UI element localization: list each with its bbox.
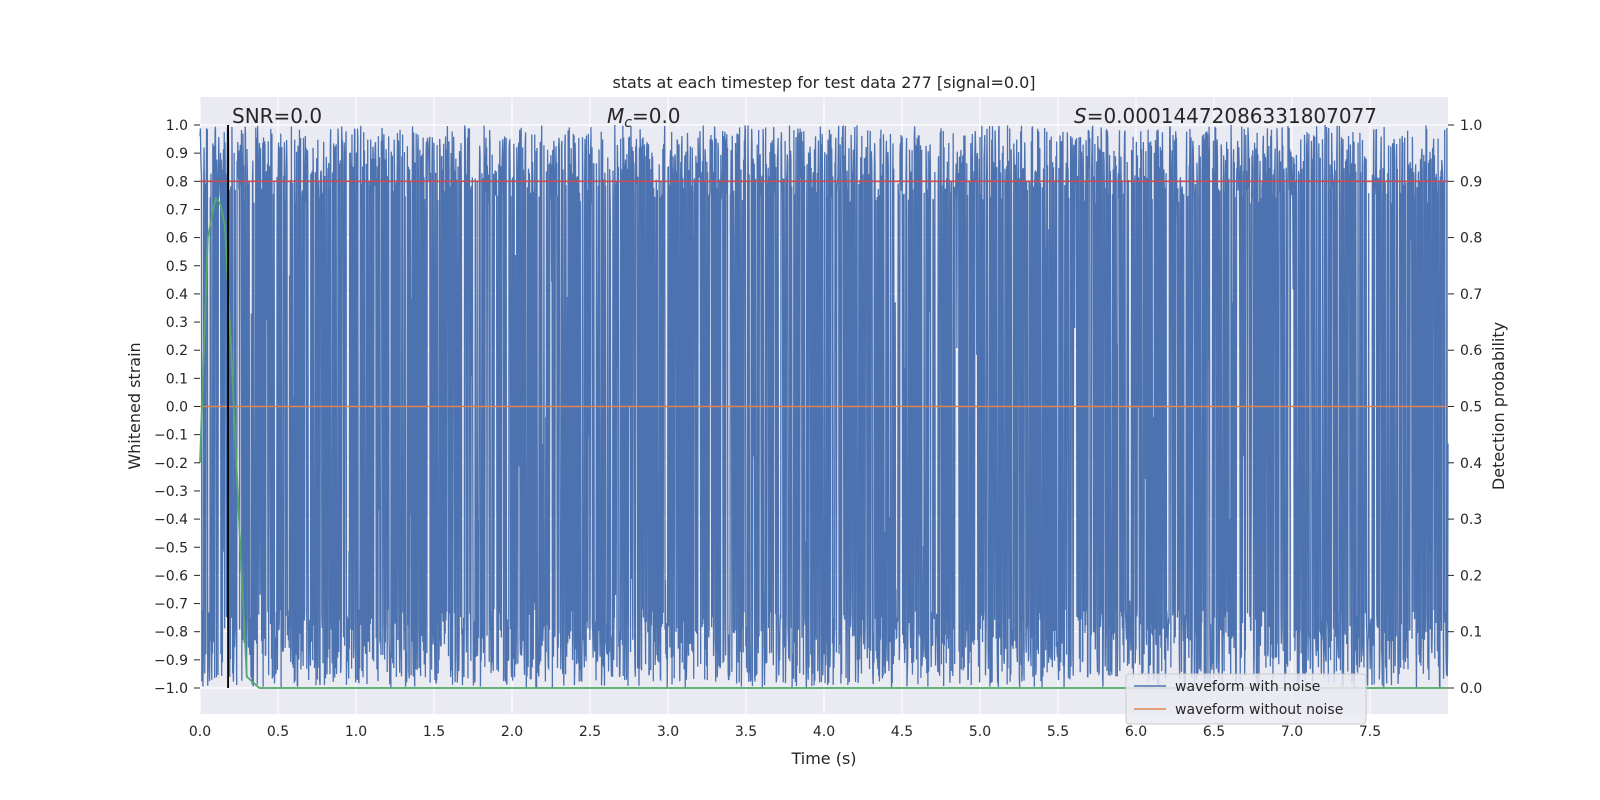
y-right-tick-label: 0.4 (1460, 456, 1482, 472)
x-tick-label: 5.0 (969, 724, 991, 740)
x-tick-label: 6.5 (1203, 724, 1225, 740)
y-right-tick-label: 0.1 (1460, 625, 1482, 641)
x-tick-label: 4.0 (813, 724, 835, 740)
y-axis-right-ticks: 1.0 0.9 0.8 0.7 0.6 0.5 0.4 0.3 0.2 0.1 0.0 (1448, 118, 1482, 697)
x-tick-label: 6.0 (1125, 724, 1147, 740)
y-left-tick-label: −0.2 (154, 456, 188, 472)
snr-annotation: SNR=0.0 (232, 104, 322, 128)
mc-value: =0.0 (632, 104, 681, 128)
x-tick-label: 1.5 (423, 724, 445, 740)
x-tick-label: 0.0 (189, 724, 211, 740)
x-tick-label: 7.5 (1359, 724, 1381, 740)
mc-annotation: Mc=0.0 (607, 104, 681, 131)
x-tick-label: 7.0 (1281, 724, 1303, 740)
x-tick-label: 3.5 (735, 724, 757, 740)
y-right-tick-label: 0.6 (1460, 343, 1482, 359)
y-left-tick-label: 0.6 (166, 231, 188, 247)
x-axis-ticks: 0.0 0.5 1.0 1.5 2.0 2.5 3.0 3.5 4.0 4.5 5.0 5.5 6.0 6… (189, 724, 1381, 740)
y-left-tick-label: −0.9 (154, 653, 188, 669)
y-axis-right-title: Detection probability (1489, 322, 1508, 490)
mc-subscript: c (624, 115, 632, 131)
y-left-tick-label: −0.8 (154, 625, 188, 641)
x-tick-label: 1.0 (345, 724, 367, 740)
legend-label-clean: waveform without noise (1175, 702, 1343, 718)
legend-box (1125, 673, 1367, 725)
mc-symbol: M (607, 104, 624, 128)
y-left-tick-label: −0.7 (154, 597, 188, 613)
y-left-tick-label: −0.4 (154, 512, 188, 528)
y-left-tick-label: 0.4 (166, 287, 188, 303)
s-symbol: S (1074, 104, 1087, 128)
x-tick-label: 2.5 (579, 724, 601, 740)
y-left-tick-label: 0.7 (166, 202, 188, 218)
y-left-tick-label: −0.3 (154, 484, 188, 500)
legend: waveform with noise waveform without noi… (1125, 673, 1367, 725)
y-left-tick-label: 0.5 (166, 259, 188, 275)
y-left-tick-label: 1.0 (166, 118, 188, 134)
y-right-tick-label: 0.8 (1460, 231, 1482, 247)
legend-label-noise: waveform with noise (1175, 679, 1320, 695)
series-waveform-with-noise (199, 124, 1449, 688)
y-left-tick-label: 0.9 (166, 146, 188, 162)
y-right-tick-label: 1.0 (1460, 118, 1482, 134)
x-tick-label: 5.5 (1047, 724, 1069, 740)
x-tick-label: 4.5 (891, 724, 913, 740)
y-right-tick-label: 0.5 (1460, 400, 1482, 416)
y-left-tick-label: 0.0 (166, 400, 188, 416)
y-right-tick-label: 0.7 (1460, 287, 1482, 303)
y-left-tick-label: −0.1 (154, 428, 188, 444)
y-left-tick-label: −1.0 (154, 681, 188, 697)
s-value: =0.00014472086331807077 (1087, 104, 1377, 128)
y-left-tick-label: −0.5 (154, 540, 188, 556)
y-right-tick-label: 0.3 (1460, 512, 1482, 528)
x-tick-label: 3.0 (657, 724, 679, 740)
y-left-tick-label: −0.6 (154, 568, 188, 584)
y-left-tick-label: 0.1 (166, 371, 188, 387)
y-left-tick-label: 0.8 (166, 174, 188, 190)
y-left-tick-label: 0.3 (166, 315, 188, 331)
y-right-tick-label: 0.0 (1460, 681, 1482, 697)
chart-title: stats at each timestep for test data 277… (612, 73, 1035, 92)
x-tick-label: 2.0 (501, 724, 523, 740)
x-tick-label: 0.5 (267, 724, 289, 740)
s-annotation: S=0.00014472086331807077 (1074, 104, 1377, 128)
y-right-tick-label: 0.9 (1460, 174, 1482, 190)
y-axis-left-ticks: 1.0 0.9 0.8 0.7 0.6 0.5 0.4 0.3 0.2 0.1 0.0 −0.1 −0.… (154, 118, 200, 697)
x-axis-title: Time (s) (790, 749, 856, 768)
y-left-tick-label: 0.2 (166, 343, 188, 359)
y-right-tick-label: 0.2 (1460, 568, 1482, 584)
waveform-with-noise-line (199, 124, 1449, 688)
y-axis-left-title: Whitened strain (125, 342, 144, 469)
